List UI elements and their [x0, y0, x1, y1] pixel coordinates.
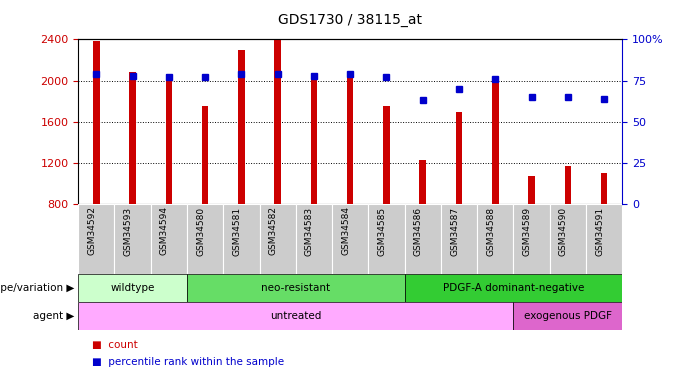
- Bar: [601, 174, 607, 204]
- Bar: [405, 204, 441, 274]
- Bar: [238, 50, 245, 204]
- Bar: [260, 204, 296, 274]
- Bar: [151, 204, 187, 274]
- Bar: [441, 204, 477, 274]
- Bar: [477, 204, 513, 274]
- Text: ■  count: ■ count: [92, 340, 137, 350]
- Bar: [187, 204, 223, 274]
- Text: genotype/variation ▶: genotype/variation ▶: [0, 283, 75, 293]
- Bar: [528, 176, 534, 204]
- Text: GSM34593: GSM34593: [124, 207, 133, 256]
- Bar: [369, 204, 405, 274]
- Bar: [78, 204, 114, 274]
- Bar: [275, 40, 281, 204]
- Text: GSM34589: GSM34589: [522, 207, 532, 256]
- Text: GSM34581: GSM34581: [233, 207, 241, 256]
- Bar: [492, 80, 498, 204]
- Bar: [78, 302, 513, 330]
- Text: GSM34587: GSM34587: [450, 207, 459, 256]
- Bar: [202, 106, 208, 204]
- Text: GSM34591: GSM34591: [595, 207, 604, 256]
- Bar: [223, 204, 260, 274]
- Text: exogenous PDGF: exogenous PDGF: [524, 311, 612, 321]
- Text: GSM34580: GSM34580: [196, 207, 205, 256]
- Text: GSM34586: GSM34586: [413, 207, 423, 256]
- Bar: [456, 112, 462, 204]
- Text: GSM34590: GSM34590: [559, 207, 568, 256]
- Bar: [384, 106, 390, 204]
- Bar: [311, 78, 317, 204]
- Bar: [166, 74, 172, 204]
- Text: agent ▶: agent ▶: [33, 311, 75, 321]
- Bar: [586, 204, 622, 274]
- Bar: [129, 72, 136, 204]
- Text: ■  percentile rank within the sample: ■ percentile rank within the sample: [92, 357, 284, 367]
- Bar: [549, 204, 586, 274]
- Text: untreated: untreated: [270, 311, 322, 321]
- Text: wildtype: wildtype: [110, 283, 155, 293]
- Bar: [420, 160, 426, 204]
- Bar: [296, 204, 332, 274]
- Bar: [347, 72, 354, 204]
- Text: neo-resistant: neo-resistant: [261, 283, 330, 293]
- Bar: [513, 302, 622, 330]
- Text: GDS1730 / 38115_at: GDS1730 / 38115_at: [278, 13, 422, 27]
- Bar: [78, 274, 187, 302]
- Text: PDGF-A dominant-negative: PDGF-A dominant-negative: [443, 283, 584, 293]
- Text: GSM34592: GSM34592: [87, 207, 97, 255]
- Bar: [187, 274, 405, 302]
- Bar: [93, 42, 99, 204]
- Bar: [405, 274, 622, 302]
- Bar: [114, 204, 151, 274]
- Text: GSM34588: GSM34588: [486, 207, 495, 256]
- Text: GSM34583: GSM34583: [305, 207, 314, 256]
- Text: GSM34594: GSM34594: [160, 207, 169, 255]
- Bar: [513, 204, 549, 274]
- Bar: [332, 204, 369, 274]
- Text: GSM34582: GSM34582: [269, 207, 277, 255]
- Text: GSM34585: GSM34585: [377, 207, 386, 256]
- Bar: [564, 166, 571, 204]
- Text: GSM34584: GSM34584: [341, 207, 350, 255]
